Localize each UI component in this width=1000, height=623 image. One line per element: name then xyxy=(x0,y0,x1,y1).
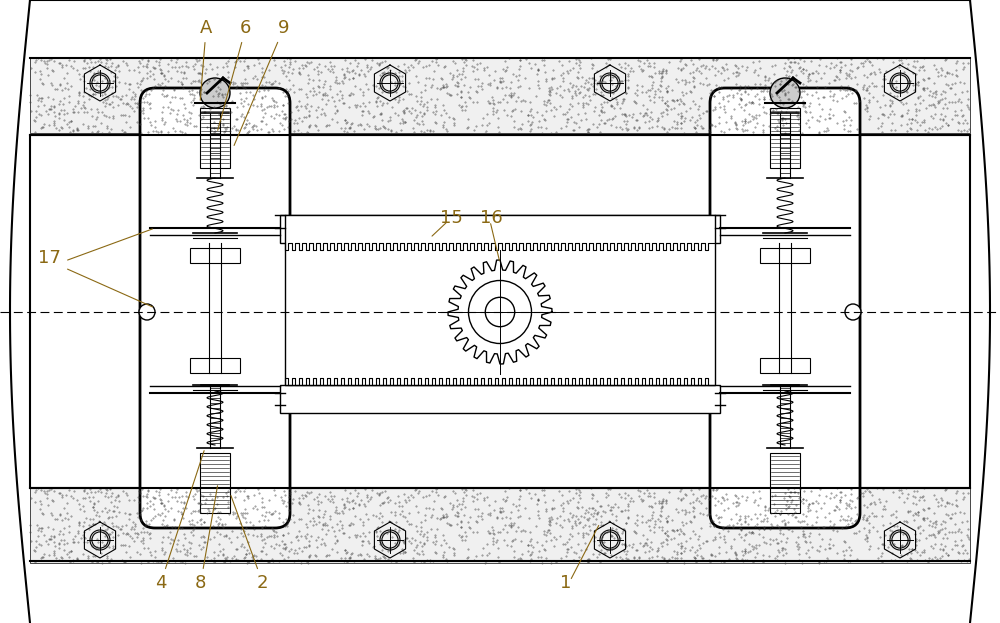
Text: 2: 2 xyxy=(231,496,268,592)
Bar xyxy=(30,135,970,488)
Text: 16: 16 xyxy=(480,209,503,227)
Bar xyxy=(280,215,720,243)
Text: 9: 9 xyxy=(234,19,290,145)
Bar xyxy=(30,58,970,133)
Bar xyxy=(285,215,715,385)
Text: 15: 15 xyxy=(440,209,463,227)
Text: 1: 1 xyxy=(560,574,571,592)
Bar xyxy=(770,108,800,168)
Bar xyxy=(770,453,800,513)
Bar xyxy=(200,453,230,513)
Bar xyxy=(190,358,240,373)
Text: A: A xyxy=(200,19,212,100)
Bar xyxy=(30,488,970,563)
FancyBboxPatch shape xyxy=(140,88,290,528)
Circle shape xyxy=(139,304,155,320)
Text: 4: 4 xyxy=(155,450,204,592)
Bar xyxy=(760,358,810,373)
Bar xyxy=(760,248,810,263)
Text: 8: 8 xyxy=(195,486,218,592)
Circle shape xyxy=(845,304,861,320)
Circle shape xyxy=(770,78,800,108)
Text: 6: 6 xyxy=(218,19,251,130)
Bar xyxy=(190,248,240,263)
Text: 17: 17 xyxy=(38,249,61,267)
FancyBboxPatch shape xyxy=(710,88,860,528)
Bar xyxy=(200,108,230,168)
Circle shape xyxy=(200,78,230,108)
Bar xyxy=(280,385,720,413)
